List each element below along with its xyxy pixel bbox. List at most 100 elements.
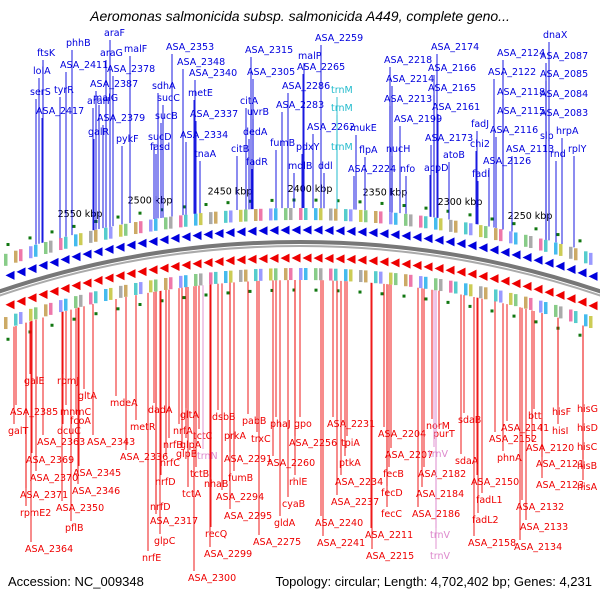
gene-label: ASA_2417 — [36, 106, 84, 117]
reverse-cog-blocks-block — [119, 285, 123, 298]
reverse-cog-blocks-block — [349, 269, 353, 282]
forward-cog-blocks-block — [589, 252, 593, 265]
reverse-cog-blocks-block — [214, 271, 218, 284]
reverse-cog-blocks-block — [184, 275, 188, 288]
reverse-cog-blocks-block — [229, 270, 233, 283]
reverse-cog-blocks-block — [239, 269, 243, 282]
forward-strand-arrows-arrow — [280, 225, 290, 235]
reverse-cog-blocks-block — [89, 292, 93, 305]
forward-cog-blocks-block — [4, 253, 8, 266]
gene-label: metE — [188, 88, 213, 99]
reverse-cog-blocks-block — [154, 279, 158, 292]
gene-label: metR — [130, 422, 156, 433]
forward-strand-arrows-arrow — [236, 227, 246, 237]
gene-label: ASA_2275 — [253, 537, 301, 548]
reverse-strand-arrows-arrow — [225, 256, 235, 266]
reverse-cog-blocks-block — [329, 268, 333, 281]
reverse-cog-blocks-block — [274, 268, 278, 281]
reverse-trna-labels: trnN trnV trnV trnV — [197, 285, 450, 562]
forward-cog-blocks-block — [364, 210, 368, 223]
forward-cog-blocks-block — [299, 208, 303, 221]
tick-mark — [160, 299, 164, 303]
tick-mark — [380, 292, 384, 296]
tick-mark — [534, 227, 538, 231]
reverse-strand-arrows-arrow — [544, 287, 554, 297]
forward-cog-blocks-block — [239, 209, 243, 222]
gene-label: glpC — [154, 536, 176, 547]
reverse-strand-arrows-arrow — [335, 254, 345, 264]
reverse-cog-blocks-block — [554, 304, 558, 317]
gene-label: trnV — [430, 551, 450, 562]
scale-label: 2350 kbp — [363, 188, 408, 199]
gene-label: gltA — [180, 410, 199, 421]
reverse-strand-arrows-arrow — [423, 262, 433, 272]
reverse-strand-arrows-arrow — [445, 265, 455, 275]
reverse-strand-arrows-arrow — [5, 300, 15, 310]
forward-cog-blocks-block — [224, 210, 228, 223]
forward-cog-blocks-block — [34, 244, 38, 257]
reverse-cog-blocks-block — [454, 281, 458, 294]
reverse-strand-arrows-arrow — [346, 254, 356, 264]
gene-label: ASA_2411 — [60, 60, 108, 71]
tick-mark — [512, 314, 516, 318]
forward-strand-arrows-arrow — [412, 232, 422, 242]
tick-mark — [534, 320, 538, 324]
forward-cog-blocks-block — [59, 238, 63, 251]
reverse-cog-blocks-block — [524, 296, 528, 309]
gene-label: fadR — [246, 157, 268, 168]
gene-label: ASA_2218 — [384, 55, 432, 66]
reverse-cog-blocks-block — [94, 291, 98, 304]
reverse-strand-arrows-arrow — [533, 284, 543, 294]
gene-label: uvrB — [247, 107, 269, 118]
forward-cog-blocks-block — [194, 213, 198, 226]
gene-label: araH — [87, 96, 110, 107]
reverse-cog-blocks-block — [539, 300, 543, 313]
gene-label: rplY — [568, 144, 587, 155]
forward-cog-blocks-block — [269, 208, 273, 221]
forward-cog-blocks-block — [554, 242, 558, 255]
forward-strand-arrows-arrow — [533, 255, 543, 265]
reverse-cog-blocks-block — [484, 287, 488, 300]
gene-label: pflB — [65, 523, 84, 534]
reverse-cog-blocks-block — [14, 313, 18, 326]
gene-label: acpD — [424, 163, 448, 174]
gene-label: fumB — [228, 473, 253, 484]
gene-label: ASA_2291 — [224, 454, 272, 465]
reverse-strand-arrows-arrow — [390, 258, 400, 268]
reverse-strand-arrows-arrow — [38, 290, 48, 300]
gene-label: mdlB — [288, 161, 312, 172]
reverse-cog-blocks-block — [319, 268, 323, 281]
gene-label: tnaA — [194, 149, 217, 160]
forward-strand-arrows-arrow — [5, 270, 15, 280]
forward-strand-arrows-arrow — [313, 225, 323, 235]
gene-label: ASA_2379 — [97, 113, 145, 124]
reverse-strand-arrows-arrow — [258, 254, 268, 264]
forward-strand-arrows-arrow — [269, 225, 279, 235]
gene-label: ASA_2174 — [431, 42, 479, 53]
forward-strand-arrows-arrow — [434, 235, 444, 245]
reverse-cog-blocks-block — [419, 276, 423, 289]
forward-strand-arrows-arrow — [335, 226, 345, 236]
gene-label: serS — [30, 87, 51, 98]
gene-label: hisC — [577, 442, 598, 453]
gene-label: sdhA — [152, 81, 176, 92]
scale-label: 2550 kbp — [58, 209, 103, 220]
gene-label: btt — [528, 411, 542, 422]
gene-label: ASA_2350 — [56, 503, 104, 514]
gene-label: ASA_2295 — [224, 511, 272, 522]
gene-label: ASA_2166 — [428, 63, 476, 74]
reverse-strand-arrows-arrow — [192, 259, 202, 269]
gene-label: trnN — [197, 451, 218, 462]
forward-strand-arrows-arrow — [566, 264, 576, 274]
forward-cog-blocks-block — [209, 212, 213, 225]
gene-label: ASA_2385 — [10, 407, 58, 418]
gene-label: phhB — [66, 38, 91, 49]
gene-label: mdeA — [110, 398, 138, 409]
forward-cog-blocks-block — [454, 220, 458, 233]
gene-label: mukE — [350, 123, 377, 134]
gene-label: ASA_2317 — [150, 516, 198, 527]
forward-cog-blocks-block — [584, 251, 588, 264]
forward-cog-blocks-block — [419, 215, 423, 228]
forward-cog-blocks-block — [319, 208, 323, 221]
forward-cog-blocks-block — [539, 238, 543, 251]
